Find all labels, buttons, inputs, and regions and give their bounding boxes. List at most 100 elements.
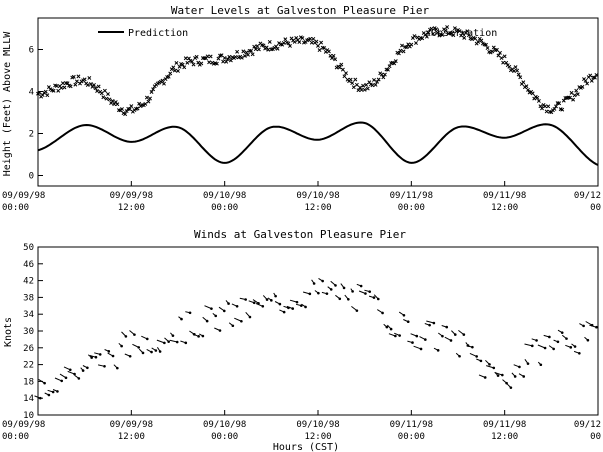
observation-point [73,82,78,87]
wind-point [406,320,410,324]
wind-point [299,304,303,307]
wind-point [364,292,367,295]
wind-y-tick-label: 38 [23,293,34,303]
wind-point [560,331,564,334]
wind-x-tick-date: 09/11/98 [483,420,526,430]
observation-point [249,48,254,53]
observation-point [194,54,199,59]
observation-point [162,81,166,86]
observation-point [337,65,342,70]
observation-point [129,104,134,109]
observation-point [466,33,471,38]
wind-point [359,284,363,288]
observation-point [574,88,579,93]
water-x-tick-time: 00 [590,203,601,213]
water-x-tick-time: 00:00 [211,203,238,213]
wind-point [81,369,85,372]
wind-y-tick-label: 42 [23,277,34,287]
observation-point [594,72,599,77]
wind-point [518,365,521,369]
wind-point [128,354,132,358]
wind-point [214,314,218,318]
observation-point [351,85,356,90]
wind-point [573,345,577,348]
observation-point [235,49,240,54]
wind-point [376,297,380,301]
wind-arrow [156,339,165,344]
observation-point [292,39,297,44]
water-y-axis-label: Height (Feet) Above MLLW [2,31,13,176]
observation-point [575,92,580,97]
wind-point [317,291,320,295]
observation-point [266,47,271,52]
observation-point [281,40,286,45]
observation-point [429,26,434,31]
observation-point [166,74,171,79]
observation-point [300,36,305,41]
observation-point [386,67,390,72]
wind-point [210,307,213,310]
observation-point [253,47,258,52]
observation-point [82,77,87,82]
wind-point [424,338,427,341]
observation-point [239,55,244,60]
wind-point [389,327,393,331]
wind-point [312,282,316,285]
wind-point [222,309,226,313]
wind-point [329,288,333,291]
wind-point [351,290,354,293]
wind-point [111,354,115,358]
observation-point [146,99,151,104]
wind-point [270,299,273,302]
observation-point [445,25,450,29]
wind-point [595,325,598,329]
observation-point [59,86,64,90]
observation-point [186,56,191,61]
observation-point [144,95,149,100]
observation-point [569,90,574,95]
wind-point [355,309,359,312]
wind-point [479,359,483,363]
wind-point [419,347,423,351]
observation-point [222,56,227,60]
wind-y-axis-label: Knots [3,317,14,347]
wind-point [552,347,555,351]
observation-point [309,40,314,45]
observation-point [177,64,182,69]
observation-point [516,72,521,77]
wind-point [509,386,513,389]
wind-x-tick-date: 09/09/98 [2,420,45,430]
observation-point [412,34,417,39]
wind-point [394,334,397,338]
observation-point [585,81,590,86]
observation-point [379,72,384,77]
observation-point [62,85,67,90]
observation-point [56,88,61,93]
observation-point [344,71,348,76]
wind-point [368,290,372,293]
observation-point [40,93,45,98]
wind-x-tick-time: 12:00 [118,432,145,442]
wind-point [51,390,55,394]
wind-point [124,335,128,338]
observation-series [36,25,599,117]
wind-series [34,277,598,400]
observation-point [353,77,358,82]
observation-point [473,36,478,41]
observation-point [74,79,79,84]
wind-point [90,356,93,359]
observation-point [451,33,456,38]
observation-point [256,47,261,52]
observation-point [546,104,551,109]
wind-point [278,302,282,306]
observation-point [362,87,367,92]
observation-point [364,82,369,87]
wind-y-tick-label: 46 [23,260,34,270]
wind-point [543,346,547,350]
wind-x-tick-date: 09/11/98 [390,420,433,430]
observation-point [512,69,516,74]
observation-point [242,54,247,58]
wind-point [321,279,324,283]
water-x-tick-time: 00:00 [398,203,425,213]
observation-point [261,43,266,48]
